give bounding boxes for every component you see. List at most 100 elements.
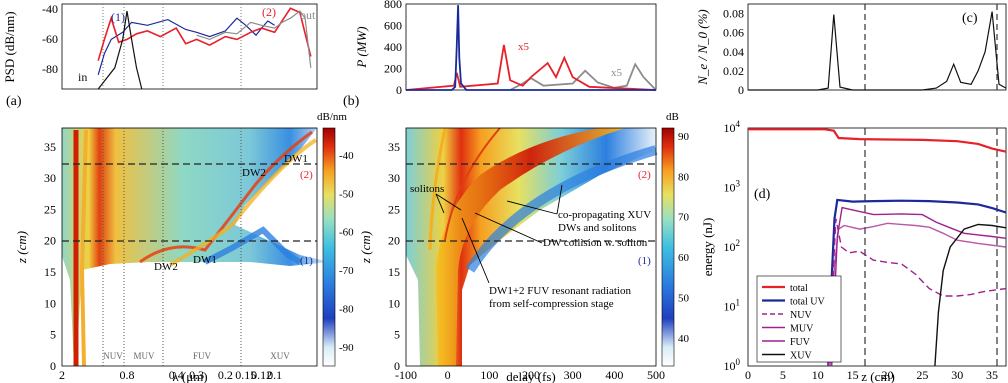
energy-ytick: 101	[724, 298, 741, 314]
energy-xtick: 10	[812, 368, 824, 382]
temporal-map-arrow	[461, 217, 490, 284]
temporal-map-ytick: 0	[394, 359, 400, 373]
power-annotation-x5: x5	[611, 67, 623, 79]
temporal-map-annotation: (2)	[638, 169, 651, 181]
temporal-map-arrow	[506, 200, 558, 215]
spectral-map-ylabel: z (cm)	[14, 231, 29, 264]
power-ytick: 200	[384, 62, 402, 76]
spectral-map-xlabel: λ (μm)	[172, 369, 207, 383]
spectral-map-ytick: 30	[44, 171, 56, 185]
energy-legend-label: MUV	[790, 324, 814, 335]
psd-ytick: -80	[42, 62, 58, 76]
temporal-map-ytick: 15	[388, 265, 400, 279]
spectral-map-annotation: (1)	[300, 255, 313, 267]
temporal-map-annotation-dws: DWs and solitons	[558, 222, 636, 234]
temporal-colorbar-tick: 80	[678, 171, 690, 183]
energy-series-line	[934, 223, 1007, 367]
spectral-colorbar-tick: -60	[339, 227, 354, 239]
temporal-map-xtick: -100	[395, 368, 417, 382]
temporal-colorbar-label: dB	[666, 111, 679, 123]
spectral-map-dw-branch	[139, 130, 313, 264]
spectral-map-ytick: 10	[44, 296, 56, 310]
spectral-map-xtick: 0.4	[169, 368, 184, 382]
psd-panel: PSD (dB/nm) -40 -60 -80 (1) (2) out in	[2, 2, 318, 90]
temporal-map-frame	[405, 127, 657, 367]
spectral-map-annotation: DW2	[242, 167, 266, 179]
spectral-map-fringe	[203, 226, 302, 265]
temporal-map-arrow	[435, 193, 462, 211]
ionization-ytick: 0	[738, 83, 744, 97]
psd-label-1: (1)	[111, 10, 125, 24]
psd-series-line	[196, 10, 312, 68]
temporal-map-ylabel: z (cm)	[358, 231, 373, 264]
temporal-colorbar	[661, 127, 675, 367]
temporal-map-xtick: 200	[522, 368, 540, 382]
temporal-map-arrow	[556, 184, 563, 215]
spectral-colorbar-tick: -80	[339, 303, 354, 315]
energy-ylabel: energy (nJ)	[700, 218, 715, 277]
energy-legend: total total UV NUV MUV FUV XUV	[756, 275, 842, 363]
psd-label-2: (2)	[262, 5, 276, 19]
energy-legend-box	[756, 275, 842, 363]
energy-xtick: 15	[847, 368, 859, 382]
spectral-map-xtick: 0.1	[267, 368, 282, 382]
spectral-map-xtick: 0.8	[120, 368, 135, 382]
temporal-map-annotation-fuv-2: from self-compression stage	[489, 298, 614, 310]
spectral-map-dw-branch-2	[169, 138, 318, 267]
psd-label-in: in	[78, 70, 87, 84]
energy-series-line	[827, 198, 1007, 367]
temporal-map-annotation-fuv: DW1+2 FUV resonant radiation	[489, 285, 631, 297]
temporal-map-ytick: 5	[394, 328, 400, 342]
band-label-muv: MUV	[133, 351, 155, 361]
temporal-map-xtick: 100	[480, 368, 498, 382]
spectral-map-ytick: 20	[44, 234, 56, 248]
energy-xtick: 0	[745, 368, 751, 382]
temporal-map-annotation-xuv: co-propagating XUV	[558, 209, 651, 221]
band-label-nuv: NUV	[103, 351, 123, 361]
temporal-map-annotation-solitons: solitons	[410, 183, 444, 195]
temporal-map-xtick: 400	[605, 368, 623, 382]
ionization-ytick: 0.02	[723, 64, 744, 78]
psd-plot-frame	[61, 3, 318, 90]
power-ylabel: P (MW)	[354, 26, 369, 68]
psd-label-out: out	[300, 8, 316, 22]
spectral-map-ytick: 25	[44, 202, 56, 216]
energy-ytick: 100	[724, 357, 741, 373]
energy-ytick: 103	[724, 179, 741, 195]
spectral-colorbar-tick: -90	[339, 342, 354, 354]
spectral-map-ytick: 5	[50, 328, 56, 342]
ionization-ytick: 0.06	[723, 26, 744, 40]
psd-ytick: -60	[42, 32, 58, 46]
ionization-series-line	[748, 11, 1007, 91]
temporal-map-body	[406, 128, 656, 366]
spectral-map-xtick: 0.15	[235, 368, 256, 382]
spectral-colorbar-tick: -50	[339, 188, 354, 200]
spectral-map-xtick: 0.12	[251, 368, 272, 382]
temporal-colorbar-tick: 90	[678, 131, 690, 143]
spectral-map-pump-stripe-2	[79, 129, 88, 367]
power-series-line	[406, 5, 656, 91]
power-panel: P (MW) 0 200 400 600 800 x5 x5	[354, 0, 657, 97]
temporal-map-arrow	[474, 212, 543, 244]
energy-xtick: 20	[881, 368, 893, 382]
energy-xtick: 5	[780, 368, 786, 382]
spectral-colorbar	[322, 127, 336, 367]
temporal-map-xtick: 500	[647, 368, 665, 382]
temporal-map-annotation: (1)	[638, 255, 651, 267]
spectral-colorbar-label: dB/nm	[317, 111, 347, 123]
temporal-map-xtick: 300	[564, 368, 582, 382]
temporal-map-annotation-collision: DW collision w. soliton	[543, 237, 648, 249]
spectral-map-panel: (a) 2 0.8 0.4 0.3 0.2 0.150.120.1 0 5 10 15 20 25 30…	[6, 94, 354, 383]
panel-label-d: (d)	[754, 187, 771, 202]
temporal-colorbar-tick: 70	[678, 212, 690, 224]
spectral-map-annotation: DW2	[154, 261, 178, 273]
temporal-map-core	[436, 128, 625, 366]
energy-legend-label: total UV	[790, 297, 825, 308]
ionization-ytick: 0.08	[723, 7, 744, 21]
energy-series-line	[748, 128, 1007, 153]
power-ytick: 800	[384, 0, 402, 11]
energy-xtick: 35	[986, 368, 998, 382]
ionization-panel: N_e / N_0 (%) 0 0.02 0.04 0.06 0.08 (c)	[695, 3, 1007, 97]
temporal-map-xtick: 0	[445, 368, 451, 382]
